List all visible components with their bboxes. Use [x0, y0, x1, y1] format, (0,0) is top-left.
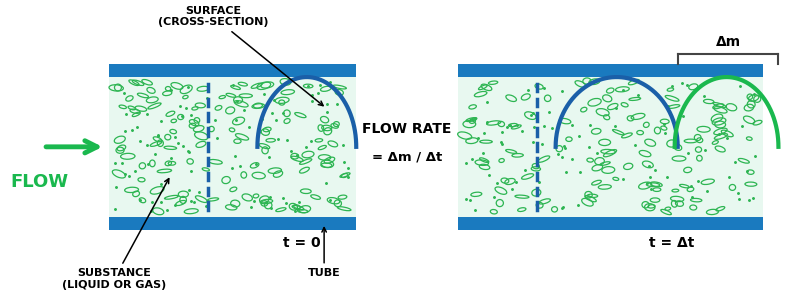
Bar — [109, 217, 356, 230]
Text: = Δm / Δt: = Δm / Δt — [372, 150, 442, 163]
Bar — [458, 64, 763, 77]
Text: SUBSTANCE
(LIQUID OR GAS): SUBSTANCE (LIQUID OR GAS) — [62, 179, 169, 290]
Text: FLOW RATE: FLOW RATE — [362, 122, 452, 136]
Text: SURFACE
(CROSS-SECTION): SURFACE (CROSS-SECTION) — [158, 6, 323, 106]
Text: t = Δt: t = Δt — [649, 237, 694, 250]
Bar — [109, 64, 356, 77]
Text: FLOW: FLOW — [10, 173, 69, 191]
Text: Δm: Δm — [715, 35, 741, 50]
Bar — [458, 77, 763, 217]
Bar — [458, 217, 763, 230]
Bar — [109, 77, 356, 217]
Text: TUBE: TUBE — [308, 228, 341, 278]
Text: t = 0: t = 0 — [283, 237, 321, 250]
